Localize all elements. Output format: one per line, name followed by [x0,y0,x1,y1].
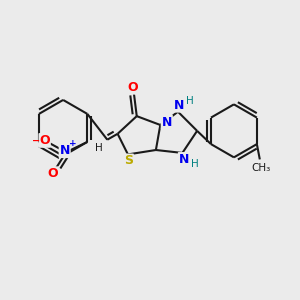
Text: H: H [95,143,103,153]
Text: N: N [162,116,172,128]
Text: O: O [48,167,58,180]
Text: −: − [32,136,40,146]
Text: H: H [187,95,194,106]
Text: N: N [59,144,70,157]
Text: S: S [124,154,133,167]
Text: O: O [39,134,50,147]
Text: N: N [179,153,189,166]
Text: O: O [127,81,138,94]
Text: +: + [69,140,76,148]
Text: CH₃: CH₃ [252,163,271,173]
Text: N: N [174,99,184,112]
Text: H: H [191,159,199,169]
